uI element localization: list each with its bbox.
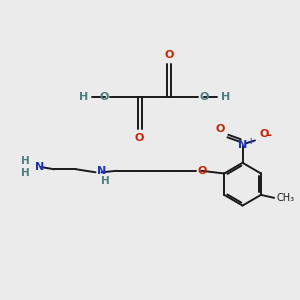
Text: +: + [247,136,254,146]
Text: O: O [135,133,144,143]
Text: H: H [21,168,30,178]
Text: O: O [200,92,209,101]
Text: O: O [216,124,225,134]
Text: O: O [99,92,109,101]
Text: O: O [164,50,174,60]
Text: -: - [266,129,271,142]
Text: O: O [198,166,207,176]
Text: N: N [35,162,44,172]
Text: N: N [97,166,106,176]
Text: H: H [100,176,109,186]
Text: H: H [220,92,230,101]
Text: H: H [79,92,88,101]
Text: N: N [238,140,247,150]
Text: O: O [259,129,268,139]
Text: CH₃: CH₃ [277,193,295,203]
Text: H: H [21,156,30,166]
